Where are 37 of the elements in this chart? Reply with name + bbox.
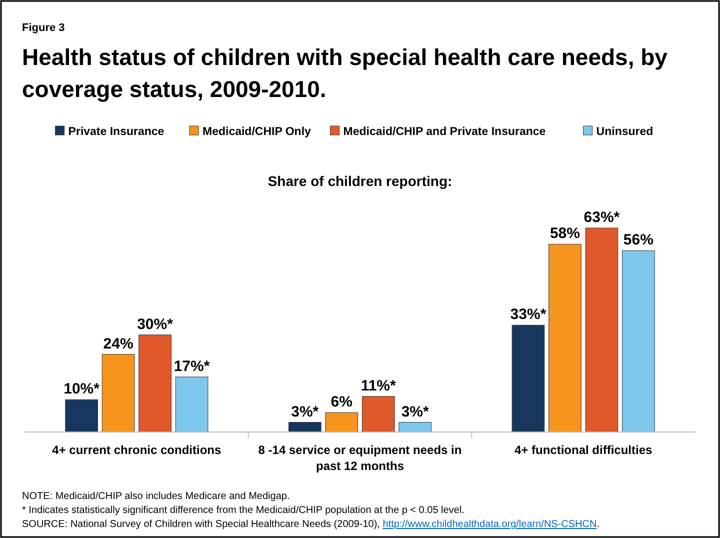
bar: [362, 396, 395, 432]
legend-label: Uninsured: [596, 126, 654, 138]
bar: [102, 354, 135, 432]
data-label: 3%*: [291, 403, 319, 420]
data-label: 3%*: [401, 403, 430, 420]
x-tick-label: 8 -14 service or equipment needs in past 12 months: [258, 443, 462, 473]
legend-label: Medicaid/CHIP and Private Insurance: [343, 126, 546, 138]
bar: [288, 422, 322, 432]
data-label: 6%: [330, 394, 352, 411]
bar: [512, 324, 545, 432]
legend-label: Private Insurance: [68, 126, 164, 138]
chart-title: Health status of children with special health care needs, by coverage status, 2009-2010.: [22, 44, 668, 102]
bar: [325, 412, 358, 432]
data-label: 58%: [550, 225, 580, 242]
data-label: 56%: [623, 232, 654, 249]
legend-label: Medicaid/CHIP Only: [202, 126, 312, 138]
bar: [398, 422, 432, 432]
data-label: 24%: [103, 335, 134, 352]
bar: [548, 244, 582, 432]
bar: [622, 250, 655, 432]
data-label: 30%*: [137, 316, 174, 333]
text: NOTE: Medicaid/CHIP also includes Medicare and Medigap.: [22, 491, 290, 502]
source-note: SOURCE: National Survey of Children with Special Healthcare Needs (2009-10), http://www.childhealthdata.org/learn/NS-CSHCN.: [22, 519, 600, 530]
chart-subtitle: Share of children reporting:: [268, 173, 452, 189]
bar: [138, 334, 172, 432]
bar: [585, 228, 618, 432]
text: * Indicates statistically significant difference from the Medicaid/CHIP population at the p < 0.05 level.: [22, 505, 464, 516]
x-tick-label: 4+ current chronic conditions: [52, 443, 222, 457]
data-label: 11%*: [360, 377, 396, 394]
caption: Figure 3: [22, 22, 65, 34]
bar: [175, 376, 208, 432]
x-tick-label: 4+ functional difficulties: [514, 443, 652, 457]
bar: [65, 399, 98, 432]
data-label: 33%*: [510, 306, 546, 324]
data-label: 10%*: [64, 380, 100, 398]
data-label: 63%*: [584, 209, 620, 226]
data-label: 17%*: [174, 358, 210, 375]
